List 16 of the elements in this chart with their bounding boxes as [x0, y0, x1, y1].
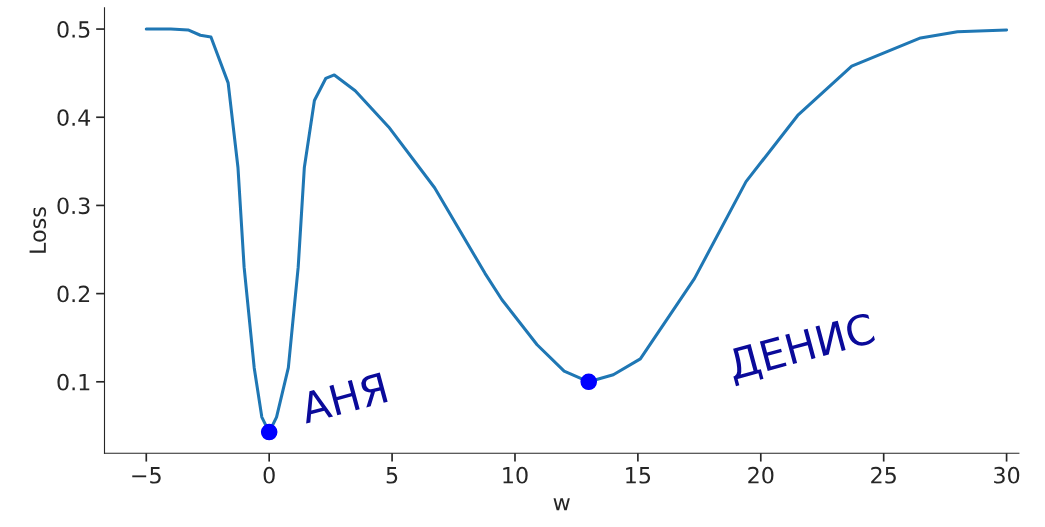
x-tick-label: 0 [263, 466, 275, 484]
x-tick-label: 15 [626, 467, 651, 484]
y-tick-label: 0.5 [57, 21, 90, 38]
y-tick-label: 0.2 [57, 285, 90, 303]
y-tick-label: 0.4 [57, 109, 91, 127]
y-tick-label: 0.1 [57, 373, 90, 391]
x-axis-title: w [553, 498, 570, 511]
x-tick-label: 30 [994, 466, 1020, 484]
y-axis-title: Loss [29, 207, 47, 253]
x-tick-label: 5 [386, 467, 398, 484]
x-tick-label: 25 [871, 466, 896, 484]
annotation: АНЯ [298, 372, 388, 424]
y-tick-label: 0.3 [57, 197, 90, 215]
x-tick-label: 10 [503, 466, 528, 484]
x-tick-label: −5 [132, 467, 161, 484]
x-tick-label: 20 [748, 466, 774, 484]
